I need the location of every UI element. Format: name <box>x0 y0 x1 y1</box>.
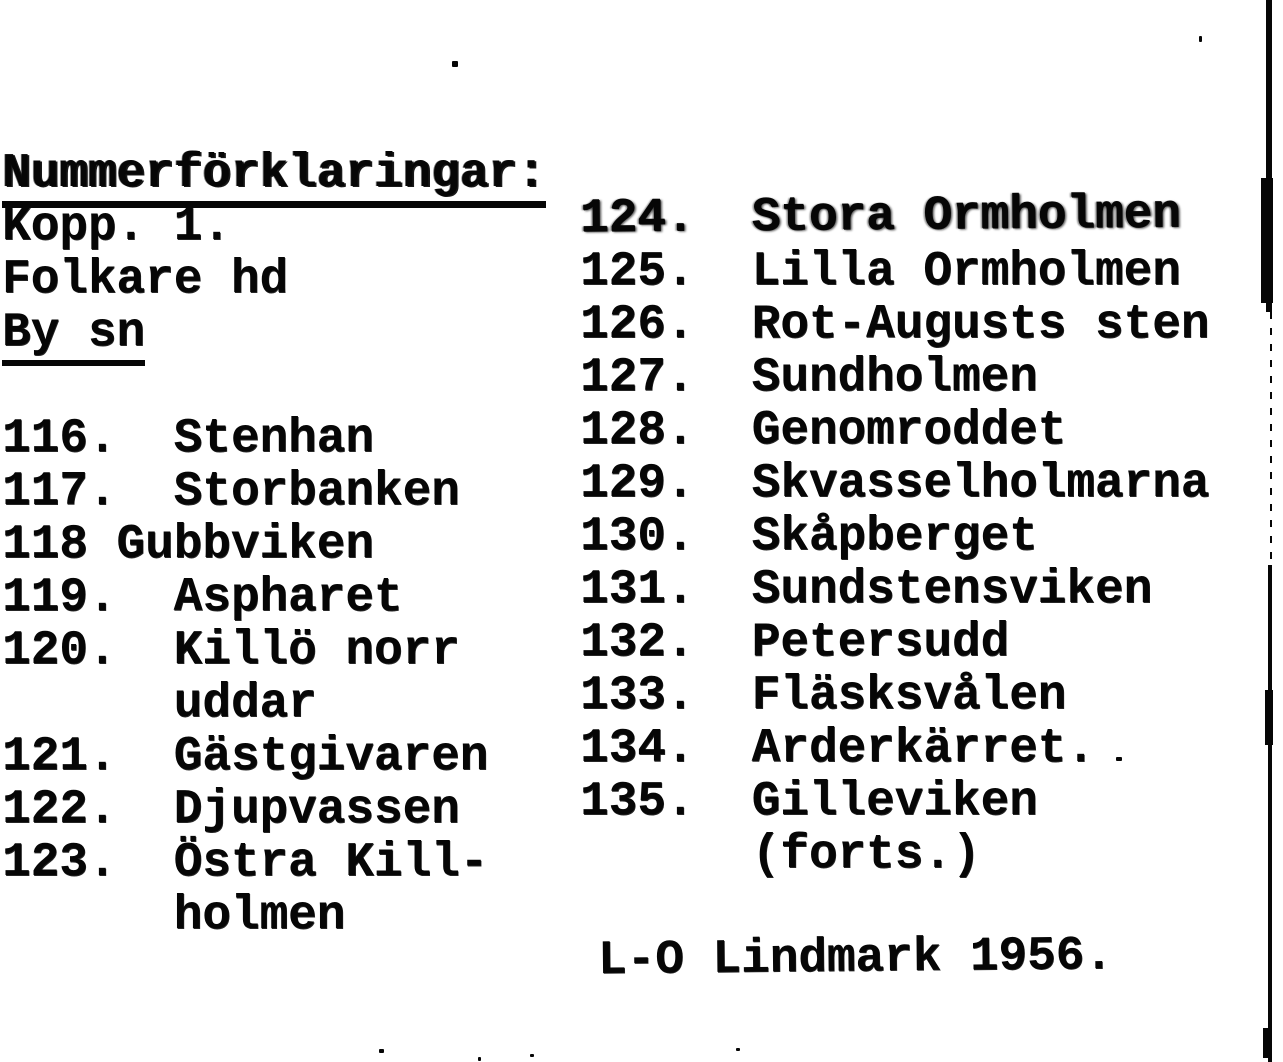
list-entry-118: 118 Gubbviken <box>2 518 374 572</box>
list-entry-123: 123. Östra Kill- <box>2 836 489 890</box>
list-entry-135-continuation: (forts.) <box>580 828 981 882</box>
list-entry-117: 117. Storbanken <box>2 465 460 519</box>
ink-speck <box>379 1049 384 1053</box>
list-entry-126: 126. Rot-Augusts sten <box>580 298 1210 352</box>
list-entry-129: 129. Skvasselholmarna <box>580 457 1210 511</box>
list-entry-128: 128. Genomroddet <box>580 404 1067 458</box>
right-column: 124. Stora Ormholmen 125. Lilla Ormholme… <box>580 187 1210 988</box>
page-title: Nummerförklaringar: <box>2 148 546 208</box>
list-entry-120: 120. Killö norr <box>2 624 460 678</box>
list-entry-125: 125. Lilla Ormholmen <box>580 245 1181 299</box>
list-entry-124: 124. Stora Ormholmen <box>579 187 1181 246</box>
ink-speck <box>452 61 458 67</box>
scan-edge-blob <box>1261 178 1273 303</box>
page-title-text: Nummerförklaringar: <box>2 148 546 208</box>
spacer <box>2 360 546 413</box>
list-entry-135: 135. Gilleviken <box>580 775 1038 829</box>
list-entry-133: 133. Fläsksvålen <box>580 669 1067 723</box>
scan-edge-blob-3 <box>1263 1028 1272 1058</box>
ink-speck <box>1116 757 1122 761</box>
header-harad: Folkare hd <box>2 253 289 307</box>
header-socken-text: By sn <box>2 307 145 366</box>
list-entry-116: 116. Stenhan <box>2 412 374 466</box>
scan-edge-line-top <box>1266 0 1272 312</box>
scan-edge-line-bottom <box>1268 565 1272 1062</box>
ink-speck <box>478 1057 481 1061</box>
list-entry-127: 127. Sundholmen <box>580 351 1038 405</box>
list-entry-122: 122. Djupvassen <box>2 783 460 837</box>
ink-speck <box>530 1054 534 1057</box>
list-entry-121: 121. Gästgivaren <box>2 730 489 784</box>
list-entry-119: 119. Aspharet <box>2 571 403 625</box>
spacer <box>580 882 1209 935</box>
signature-line: L-O Lindmark 1956. <box>597 929 1114 988</box>
scan-edge-blob-2 <box>1265 690 1273 745</box>
scan-edge-line-middle <box>1270 312 1272 565</box>
header-kopp: Kopp. 1. <box>2 200 231 254</box>
header-socken: By sn <box>2 307 546 366</box>
list-entry-134: 134. Arderkärret. <box>580 722 1095 776</box>
list-entry-123-continuation: holmen <box>2 889 346 943</box>
ink-speck <box>736 1048 740 1051</box>
list-entry-130: 130. Skåpberget <box>580 510 1038 564</box>
list-entry-120-continuation: uddar <box>2 677 317 731</box>
list-entry-132: 132. Petersudd <box>580 616 1010 670</box>
left-column: Nummerförklaringar: Kopp. 1. Folkare hd … <box>2 148 546 943</box>
list-entry-131: 131. Sundstensviken <box>580 563 1153 617</box>
ink-speck <box>1199 36 1202 42</box>
